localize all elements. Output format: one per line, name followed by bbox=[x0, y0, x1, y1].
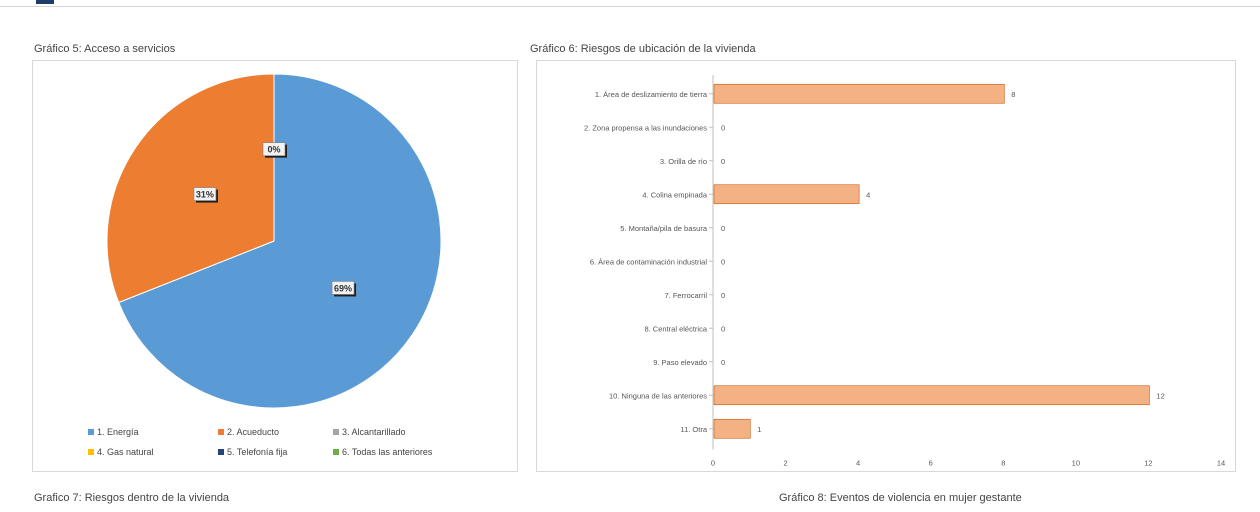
category-label: 7. Ferrocarril bbox=[664, 291, 707, 300]
category-label: 1. Área de deslizamiento de tierra bbox=[595, 90, 708, 99]
legend-item-acueducto: 2. Acueducto bbox=[218, 427, 279, 437]
bar-value-label: 8 bbox=[1011, 90, 1015, 99]
bar bbox=[713, 83, 1005, 104]
x-tick-label: 10 bbox=[1072, 459, 1080, 468]
bar-value-label: 0 bbox=[721, 291, 725, 300]
category-label: 9. Paso elevado bbox=[653, 358, 707, 367]
chart6-caption: Gráfico 6: Riesgos de ubicación de la vi… bbox=[530, 43, 756, 55]
pie-chart-frame: 69% 31% 0% 1. Energía 2. Acueducto 3. Alcant… bbox=[32, 60, 518, 472]
legend-label: 2. Acueducto bbox=[227, 427, 279, 437]
legend-swatch bbox=[333, 449, 339, 455]
bar-category-labels: 1. Área de deslizamiento de tierra 2. Zon… bbox=[584, 90, 708, 434]
pie-data-label-energia: 69% bbox=[331, 281, 357, 297]
category-label: 11. Otra bbox=[680, 425, 707, 434]
bar-value-label: 0 bbox=[721, 157, 725, 166]
pie-slice-acueducto bbox=[106, 73, 275, 304]
x-tick-label: 14 bbox=[1217, 459, 1225, 468]
pie-chart: 69% 31% 0% 1. Energía 2. Acueducto 3. Alcant… bbox=[88, 73, 442, 457]
legend-item-alcantarillado: 3. Alcantarillado bbox=[333, 427, 406, 437]
legend-swatch bbox=[88, 449, 94, 455]
x-tick-label: 8 bbox=[1001, 459, 1005, 468]
legend-label: 4. Gas natural bbox=[97, 447, 154, 457]
category-label: 10. Ninguna de las anteriores bbox=[609, 391, 707, 400]
category-label: 8. Central eléctrica bbox=[644, 324, 707, 333]
bar-data-labels: 8 0 0 4 0 0 0 0 0 12 1 bbox=[721, 90, 1165, 434]
category-label: 2. Zona propensa a las inundaciones bbox=[584, 123, 707, 132]
pie-slices bbox=[106, 73, 442, 409]
bar-value-label: 1 bbox=[757, 425, 761, 434]
x-tick-label: 2 bbox=[783, 459, 787, 468]
pie-slice-energia bbox=[118, 73, 442, 409]
bar-value-label: 0 bbox=[721, 358, 725, 367]
bar-value-label: 12 bbox=[1156, 391, 1164, 400]
legend-swatch bbox=[88, 429, 94, 435]
pie-data-labels: 69% 31% 0% bbox=[193, 142, 357, 297]
legend-label: 6. Todas las anteriores bbox=[342, 447, 433, 457]
pie-data-label-text: 31% bbox=[196, 190, 214, 200]
bar-value-label: 0 bbox=[721, 324, 725, 333]
pie-legend: 1. Energía 2. Acueducto 3. Alcantarillado 4… bbox=[88, 427, 433, 457]
x-tick-label: 4 bbox=[856, 459, 860, 468]
pie-data-label-box bbox=[193, 187, 217, 201]
chart7-caption: Grafico 7: Riesgos dentro de la vivienda bbox=[34, 492, 230, 504]
legend-swatch bbox=[333, 429, 339, 435]
legend-swatch bbox=[218, 429, 224, 435]
chart8-caption: Gráfico 8: Eventos de violencia en mujer… bbox=[779, 492, 1022, 504]
x-tick-label: 0 bbox=[711, 459, 715, 468]
category-label: 4. Colina empinada bbox=[642, 190, 707, 199]
pie-data-label-box bbox=[262, 142, 286, 156]
legend-item-todas-las-anteriores: 6. Todas las anteriores bbox=[333, 447, 433, 457]
pie-data-label-text: 0% bbox=[267, 145, 280, 155]
bar-value-label: 0 bbox=[721, 224, 725, 233]
bar-chart: 1. Área de deslizamiento de tierra 2. Zon… bbox=[584, 75, 1225, 468]
chart5-caption: Gráfico 5: Acceso a servicios bbox=[34, 43, 176, 55]
bar-value-label: 0 bbox=[721, 257, 725, 266]
legend-label: 1. Energía bbox=[97, 427, 139, 437]
x-tick-label: 12 bbox=[1144, 459, 1152, 468]
x-tick-label: 6 bbox=[929, 459, 933, 468]
legend-label: 5. Telefonía fija bbox=[227, 447, 287, 457]
pie-data-label-box bbox=[331, 281, 355, 295]
bar-series bbox=[713, 83, 1150, 439]
bar-chart-frame: 1. Área de deslizamiento de tierra 2. Zon… bbox=[536, 60, 1236, 472]
category-label: 5. Montaña/pila de basura bbox=[620, 224, 708, 233]
legend-swatch bbox=[218, 449, 224, 455]
pie-data-label-alcantarillado: 0% bbox=[262, 142, 287, 158]
pie-data-label-acueducto: 31% bbox=[193, 187, 218, 203]
bar bbox=[713, 418, 751, 439]
category-label: 6. Área de contaminación industrial bbox=[590, 257, 707, 266]
legend-item-energia: 1. Energía bbox=[88, 427, 139, 437]
legend-item-gas-natural: 4. Gas natural bbox=[88, 447, 154, 457]
legend-label: 3. Alcantarillado bbox=[342, 427, 406, 437]
bar-value-label: 4 bbox=[866, 190, 870, 199]
legend-item-telefonia-fija: 5. Telefonía fija bbox=[218, 447, 287, 457]
bar-tick-labels: 0 2 4 6 8 10 12 14 bbox=[711, 459, 1225, 468]
top-border bbox=[0, 0, 1260, 7]
bar-axis bbox=[709, 75, 714, 450]
category-label: 3. Orilla de río bbox=[660, 157, 707, 166]
tab-marker bbox=[36, 0, 54, 4]
bar bbox=[713, 184, 860, 205]
bar bbox=[713, 385, 1150, 406]
bar-value-label: 0 bbox=[721, 123, 725, 132]
pie-data-label-text: 69% bbox=[334, 283, 352, 293]
